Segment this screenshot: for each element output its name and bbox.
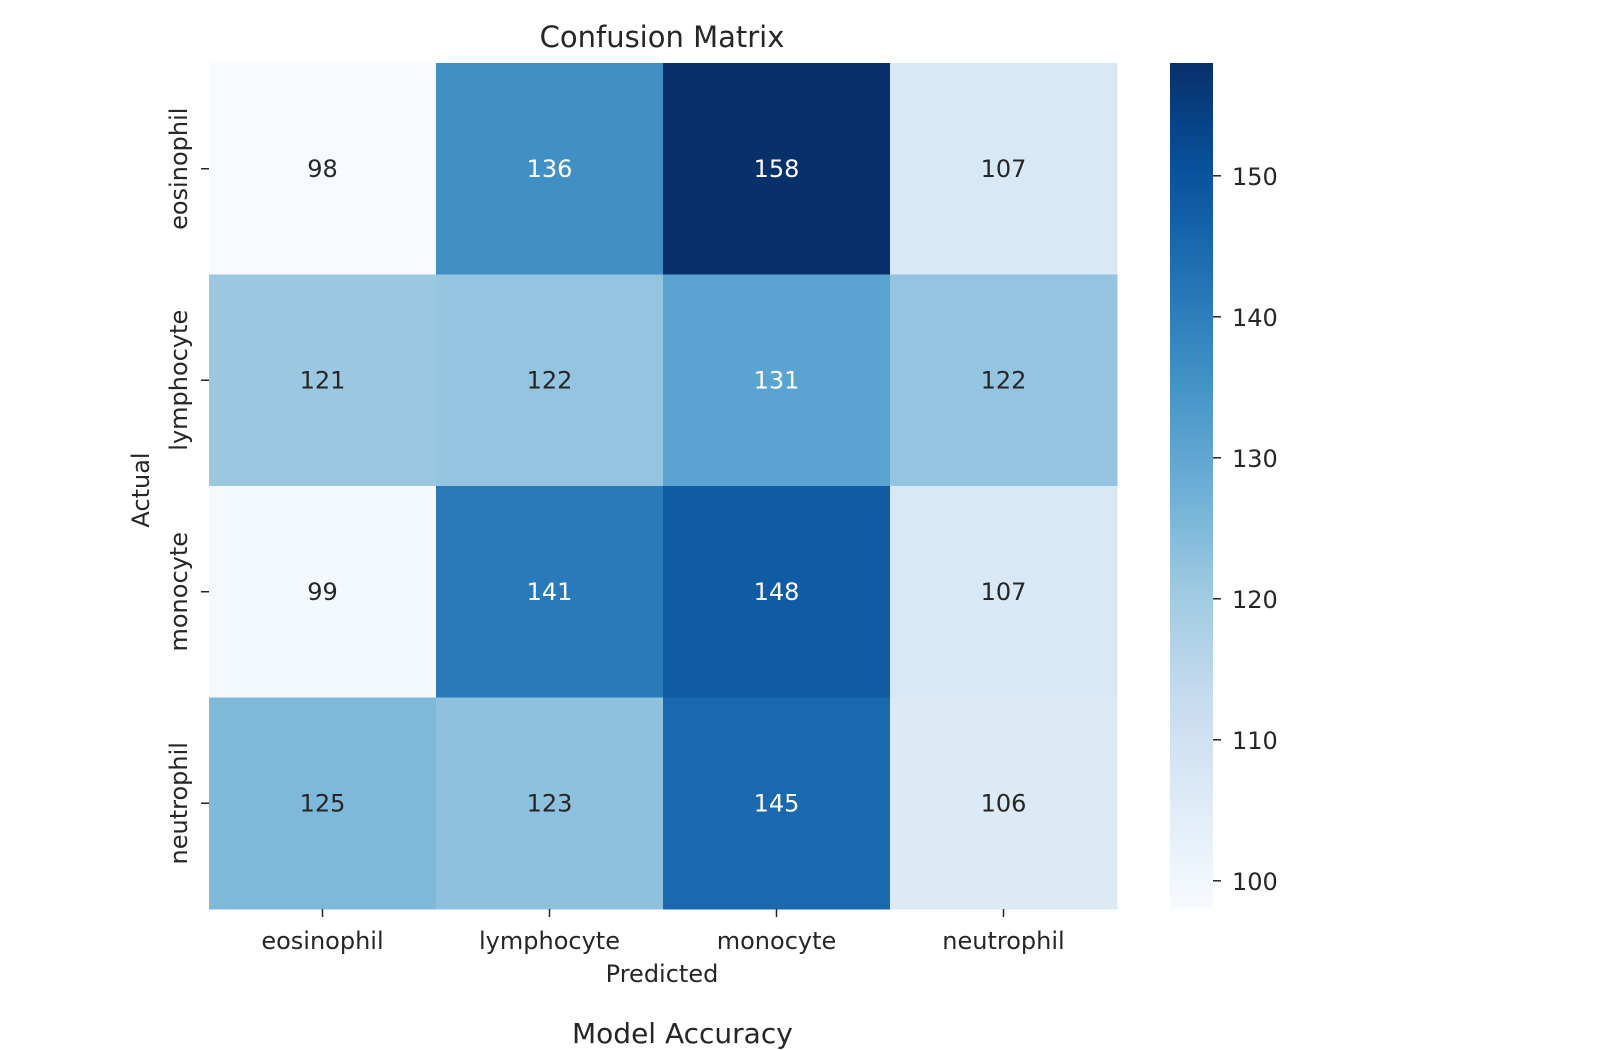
colorbar-tick-label: 110 xyxy=(1232,727,1278,755)
x-tick-label: eosinophil xyxy=(261,927,383,955)
cell-value-label: 141 xyxy=(527,578,573,606)
heatmap-cell xyxy=(663,63,891,275)
heatmap-cell xyxy=(436,63,664,275)
heatmap-cell xyxy=(663,274,891,487)
colorbar-tick-label: 150 xyxy=(1232,163,1278,191)
heatmap-cell xyxy=(209,486,437,698)
heatmap-cell xyxy=(209,63,437,275)
heatmap-cell xyxy=(890,274,1118,487)
cell-value-label: 98 xyxy=(307,155,338,183)
heatmap-cell xyxy=(209,697,437,910)
cell-value-label: 107 xyxy=(981,578,1027,606)
y-axis-ticks: eosinophil lymphocyte monocyte neutrophil xyxy=(165,108,209,864)
y-tick-label: neutrophil xyxy=(165,742,193,864)
cell-value-label: 122 xyxy=(981,366,1027,394)
heatmap-cell xyxy=(436,274,664,487)
heatmap-cell-labels: 98 136 158 107 121 122 131 122 99 141 148 107 125 123… xyxy=(300,155,1027,818)
cell-value-label: 158 xyxy=(754,155,800,183)
cell-value-label: 123 xyxy=(527,789,573,817)
x-tick-label: neutrophil xyxy=(942,927,1064,955)
chart-title: Confusion Matrix xyxy=(540,20,785,54)
heatmap-cell xyxy=(663,486,891,698)
cell-value-label: 131 xyxy=(754,366,800,394)
cell-value-label: 107 xyxy=(981,155,1027,183)
cell-value-label: 99 xyxy=(307,578,338,606)
x-tick-label: lymphocyte xyxy=(479,927,620,955)
x-axis-label: Predicted xyxy=(606,960,719,988)
y-tick-label: lymphocyte xyxy=(165,310,193,451)
y-tick-label: eosinophil xyxy=(165,108,193,230)
y-tick-label: monocyte xyxy=(165,532,193,652)
y-axis-label: Actual xyxy=(127,452,155,527)
heatmap-cell xyxy=(663,697,891,910)
x-tick-label: monocyte xyxy=(717,927,837,955)
x-axis-ticks: eosinophil lymphocyte monocyte neutrophil xyxy=(261,909,1065,955)
heatmap-cell xyxy=(209,274,437,487)
cell-value-label: 136 xyxy=(527,155,573,183)
cell-value-label: 145 xyxy=(754,789,800,817)
colorbar-tick-label: 120 xyxy=(1232,586,1278,614)
cell-value-label: 122 xyxy=(527,366,573,394)
cell-value-label: 121 xyxy=(300,366,346,394)
colorbar-tick-label: 130 xyxy=(1232,445,1278,473)
cell-value-label: 148 xyxy=(754,578,800,606)
heatmap-cell xyxy=(890,63,1118,275)
colorbar-tick-label: 100 xyxy=(1232,868,1278,896)
heatmap-cell xyxy=(890,697,1118,910)
heatmap-cell xyxy=(436,697,664,910)
heatmap-cells xyxy=(209,63,1118,910)
cell-value-label: 106 xyxy=(981,789,1027,817)
colorbar xyxy=(1170,63,1213,909)
heatmap-cell xyxy=(890,486,1118,698)
cell-value-label: 125 xyxy=(300,789,346,817)
colorbar-ticks: 100 110 120 130 140 150 xyxy=(1213,163,1278,896)
colorbar-tick-label: 140 xyxy=(1232,304,1278,332)
footer-title: Model Accuracy xyxy=(572,1017,793,1050)
heatmap-cell xyxy=(436,486,664,698)
